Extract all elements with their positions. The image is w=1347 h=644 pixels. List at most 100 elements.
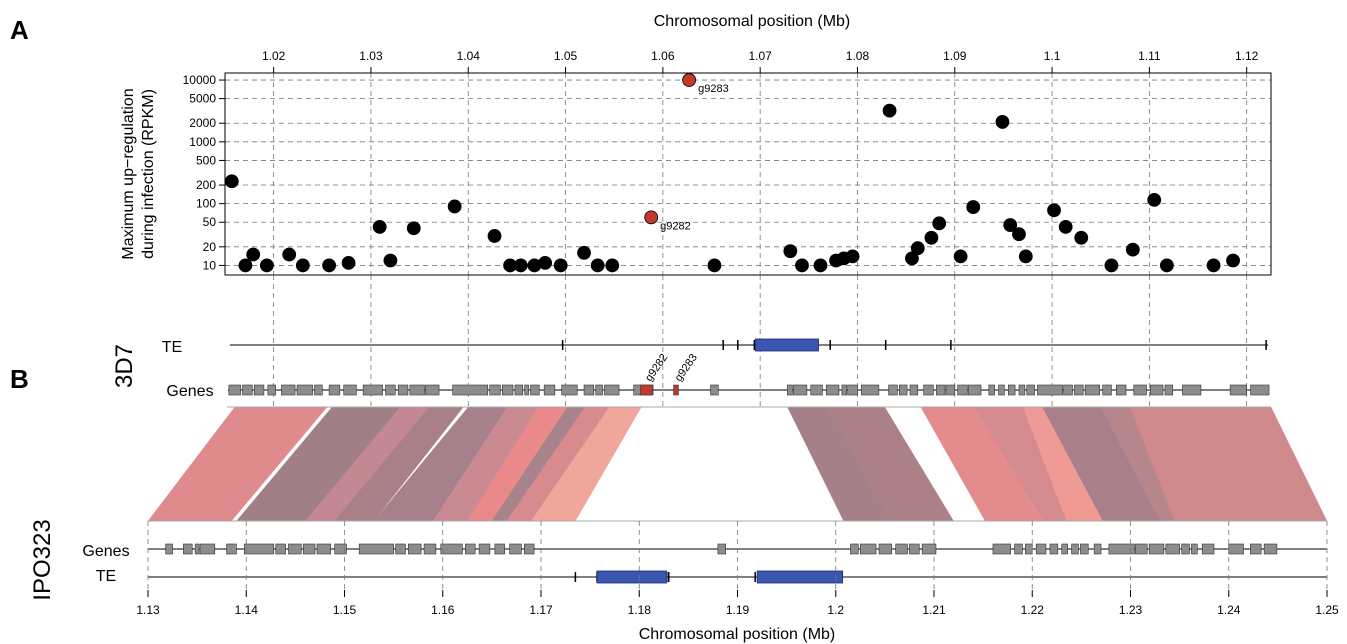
gene-block <box>502 384 514 396</box>
gene-block <box>1250 384 1270 396</box>
gene-block <box>1071 543 1079 555</box>
gene-block <box>385 384 396 396</box>
data-point <box>1206 258 1221 273</box>
data-point <box>1047 203 1061 218</box>
highlight-data-point <box>682 73 697 87</box>
y-tick-label: 50 <box>203 215 217 229</box>
scatter-gridlines <box>225 73 1271 275</box>
gene-label: g9282 <box>643 352 670 384</box>
gene-block <box>524 384 529 396</box>
gene-block <box>1135 543 1148 555</box>
y-axis-title-line1: Maximum up−regulation <box>120 88 137 259</box>
gene-block <box>921 543 937 555</box>
data-point <box>259 258 274 273</box>
gene-block <box>1007 384 1016 396</box>
gene-block <box>899 384 908 396</box>
gene-block <box>1150 384 1164 396</box>
gene-block <box>861 384 880 396</box>
gene-block <box>1165 543 1180 555</box>
data-point <box>1058 220 1073 234</box>
y-axis-ticks: 10 20 50 100 200 500 1000 2000 5000 10000 <box>183 73 225 272</box>
gene-block <box>1148 543 1165 555</box>
y-tick-label: 5000 <box>189 92 216 106</box>
point-label: g9282 <box>660 220 691 232</box>
x-tick-label: 1.03 <box>359 49 383 63</box>
gene-block <box>968 384 982 396</box>
x-tick-label: 1.23 <box>1119 603 1143 617</box>
panel-label-a: A <box>10 15 29 45</box>
gene-block <box>302 543 316 555</box>
gene-block <box>1250 543 1262 555</box>
x-tick-label: 1.05 <box>554 49 578 63</box>
data-point <box>372 220 387 234</box>
gene-block <box>343 384 357 396</box>
data-point <box>538 255 553 270</box>
gene-block <box>494 543 505 555</box>
gene-block <box>1025 543 1033 555</box>
gene-block <box>1035 543 1047 555</box>
gene-block <box>992 543 1011 555</box>
data-point <box>577 245 591 260</box>
gene-block <box>909 543 920 555</box>
y-tick-label: 1000 <box>189 135 216 149</box>
gene-block <box>1014 543 1023 555</box>
x-tick-label: 1.04 <box>457 49 481 63</box>
data-point <box>910 241 925 256</box>
data-point <box>813 258 828 273</box>
bottom-genes-track-label: Genes <box>82 543 129 560</box>
gene-block <box>841 384 848 396</box>
synteny-ribbons <box>147 406 1328 522</box>
gene-block <box>288 543 302 555</box>
scatter-plot-frame <box>224 72 1272 276</box>
bottom-x-axis-ticks: 1.13 1.14 1.15 1.16 1.17 1.18 1.19 1.2 1.21 1.22 1… <box>136 521 1339 617</box>
data-point <box>1003 218 1018 232</box>
data-point <box>924 230 939 245</box>
gene-block <box>314 384 323 396</box>
top-genes-track-label: Genes <box>166 383 213 400</box>
gene-block <box>1228 543 1244 555</box>
gene-block <box>923 384 934 396</box>
gene-block <box>787 384 793 396</box>
gene-block <box>604 384 620 396</box>
y-tick-label: 10000 <box>183 73 217 87</box>
gene-block <box>543 384 556 396</box>
y-axis-title-line2: during infection (RPKM) <box>140 89 157 259</box>
gene-block <box>440 543 463 555</box>
gene-block <box>850 543 859 555</box>
data-point <box>1074 230 1089 245</box>
panel-label-b: B <box>10 364 29 394</box>
gene-block <box>183 543 193 555</box>
data-point <box>1125 242 1140 257</box>
x-tick-label: 1.2 <box>827 603 844 617</box>
gene-block <box>1181 543 1190 555</box>
gene-block <box>583 384 595 396</box>
y-tick-label: 200 <box>196 178 216 192</box>
x-tick-label: 1.16 <box>431 603 455 617</box>
x-tick-label: 1.08 <box>846 49 870 63</box>
gene-block <box>1201 543 1215 555</box>
x-tick-label: 1.06 <box>651 49 675 63</box>
data-point <box>795 258 809 273</box>
gene-block <box>226 543 237 555</box>
y-tick-label: 100 <box>196 197 216 211</box>
data-point <box>882 103 897 118</box>
gene-block <box>165 543 173 555</box>
data-point <box>282 247 297 262</box>
data-point <box>953 249 968 264</box>
x-tick-label: 1.19 <box>726 603 750 617</box>
data-point <box>905 251 919 266</box>
gene-block <box>1182 384 1202 396</box>
gene-block <box>945 384 956 396</box>
top-te-track <box>229 338 1269 352</box>
data-point <box>1147 192 1162 207</box>
data-point <box>406 221 421 236</box>
gene-block <box>860 543 877 555</box>
gene-block <box>895 543 908 555</box>
gene-block <box>334 543 347 555</box>
gene-block <box>242 384 253 396</box>
bottom-x-axis-title: Chromosomal position (Mb) <box>639 626 836 643</box>
gene-block <box>792 384 808 396</box>
data-point <box>605 258 620 273</box>
gene-block <box>1191 543 1198 555</box>
